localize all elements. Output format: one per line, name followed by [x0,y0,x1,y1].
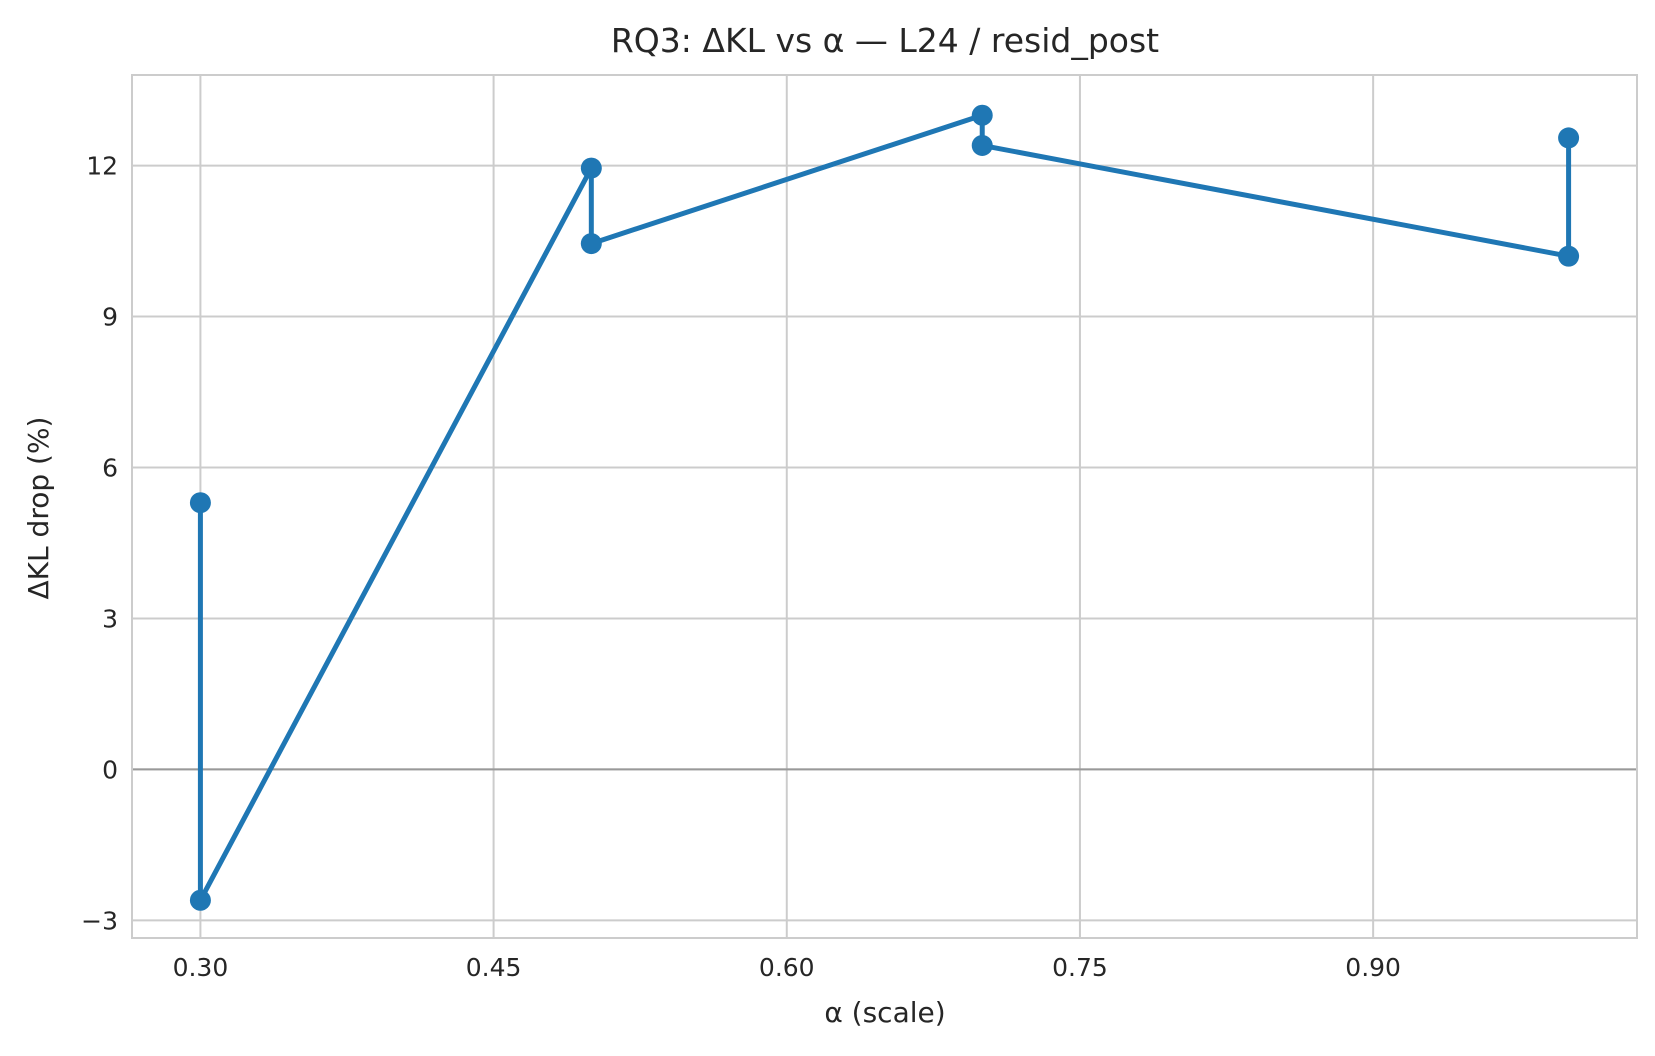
y-tick-label: 6 [102,454,118,483]
x-tick-label: 0.90 [1345,953,1401,982]
x-axis-label: α (scale) [824,996,945,1029]
y-tick-labels: −3 0 3 6 9 12 [81,152,118,936]
y-tick-label: 9 [102,303,118,332]
plot-frame [131,74,1638,939]
data-point-marker [971,134,993,156]
y-axis-label: ΔKL drop (%) [22,417,55,600]
x-tick-label: 0.45 [466,953,522,982]
y-tick-label: 3 [102,604,118,633]
y-tick-label: 12 [86,152,118,181]
data-point-marker [580,233,602,255]
x-tick-label: 0.75 [1052,953,1108,982]
series-line [197,112,1572,903]
y-tick-label: −3 [81,906,118,935]
x-tick-labels: 0.30 0.45 0.60 0.75 0.90 [173,953,1401,982]
data-point-marker [1558,127,1580,149]
x-tick-label: 0.30 [173,953,229,982]
series-layer [189,104,1580,911]
chart-title: RQ3: ΔKL vs α — L24 / resid_post [611,21,1159,60]
data-point-marker [189,492,211,514]
data-point-marker [971,104,993,126]
data-point-marker [580,157,602,179]
y-tick-label: 0 [102,755,118,784]
x-tick-label: 0.60 [759,953,815,982]
data-point-marker [189,889,211,911]
data-point-marker [1558,245,1580,267]
